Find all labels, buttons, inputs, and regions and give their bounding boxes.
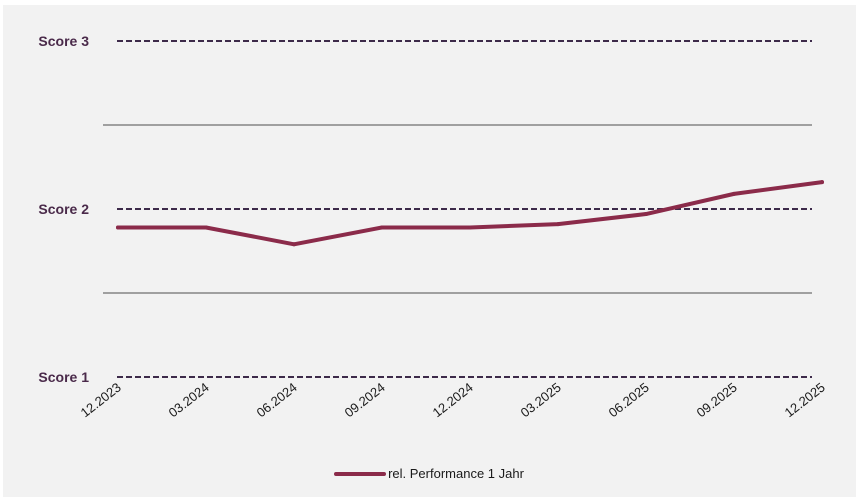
x-tick-label: 06.2024 bbox=[254, 380, 300, 421]
legend-label: rel. Performance 1 Jahr bbox=[388, 466, 524, 481]
y-tick-label: Score 1 bbox=[38, 369, 89, 385]
series-line bbox=[116, 180, 824, 247]
data-point bbox=[556, 222, 560, 227]
data-point bbox=[204, 225, 208, 230]
x-tick-label: 12.2025 bbox=[782, 380, 828, 421]
x-tick-label: 09.2024 bbox=[342, 380, 388, 421]
data-point bbox=[468, 225, 472, 230]
x-tick-label: 12.2023 bbox=[78, 380, 124, 421]
y-tick-label: Score 2 bbox=[38, 201, 89, 217]
chart-frame: Score 3 Score 2 Score 1 12.2023 03.2024 06.20… bbox=[3, 5, 856, 497]
y-tick-label: Score 3 bbox=[38, 33, 89, 49]
x-tick-label: 03.2024 bbox=[166, 380, 212, 421]
data-point bbox=[644, 212, 648, 217]
line-chart: Score 3 Score 2 Score 112.2023 03.2024 06.20… bbox=[38, 33, 828, 421]
data-point bbox=[380, 225, 384, 230]
data-point bbox=[292, 242, 296, 247]
x-tick-label: 06.2025 bbox=[606, 380, 652, 421]
legend-swatch bbox=[334, 471, 387, 476]
x-tick-label: 03.2025 bbox=[518, 380, 564, 421]
x-tick-label: 09.2025 bbox=[694, 380, 740, 421]
legend: rel. Performance 1 Jahr bbox=[0, 466, 858, 481]
x-tick-label: 12.2024 bbox=[430, 380, 476, 421]
data-point bbox=[116, 225, 120, 230]
data-point bbox=[820, 180, 824, 185]
data-point bbox=[732, 191, 736, 196]
